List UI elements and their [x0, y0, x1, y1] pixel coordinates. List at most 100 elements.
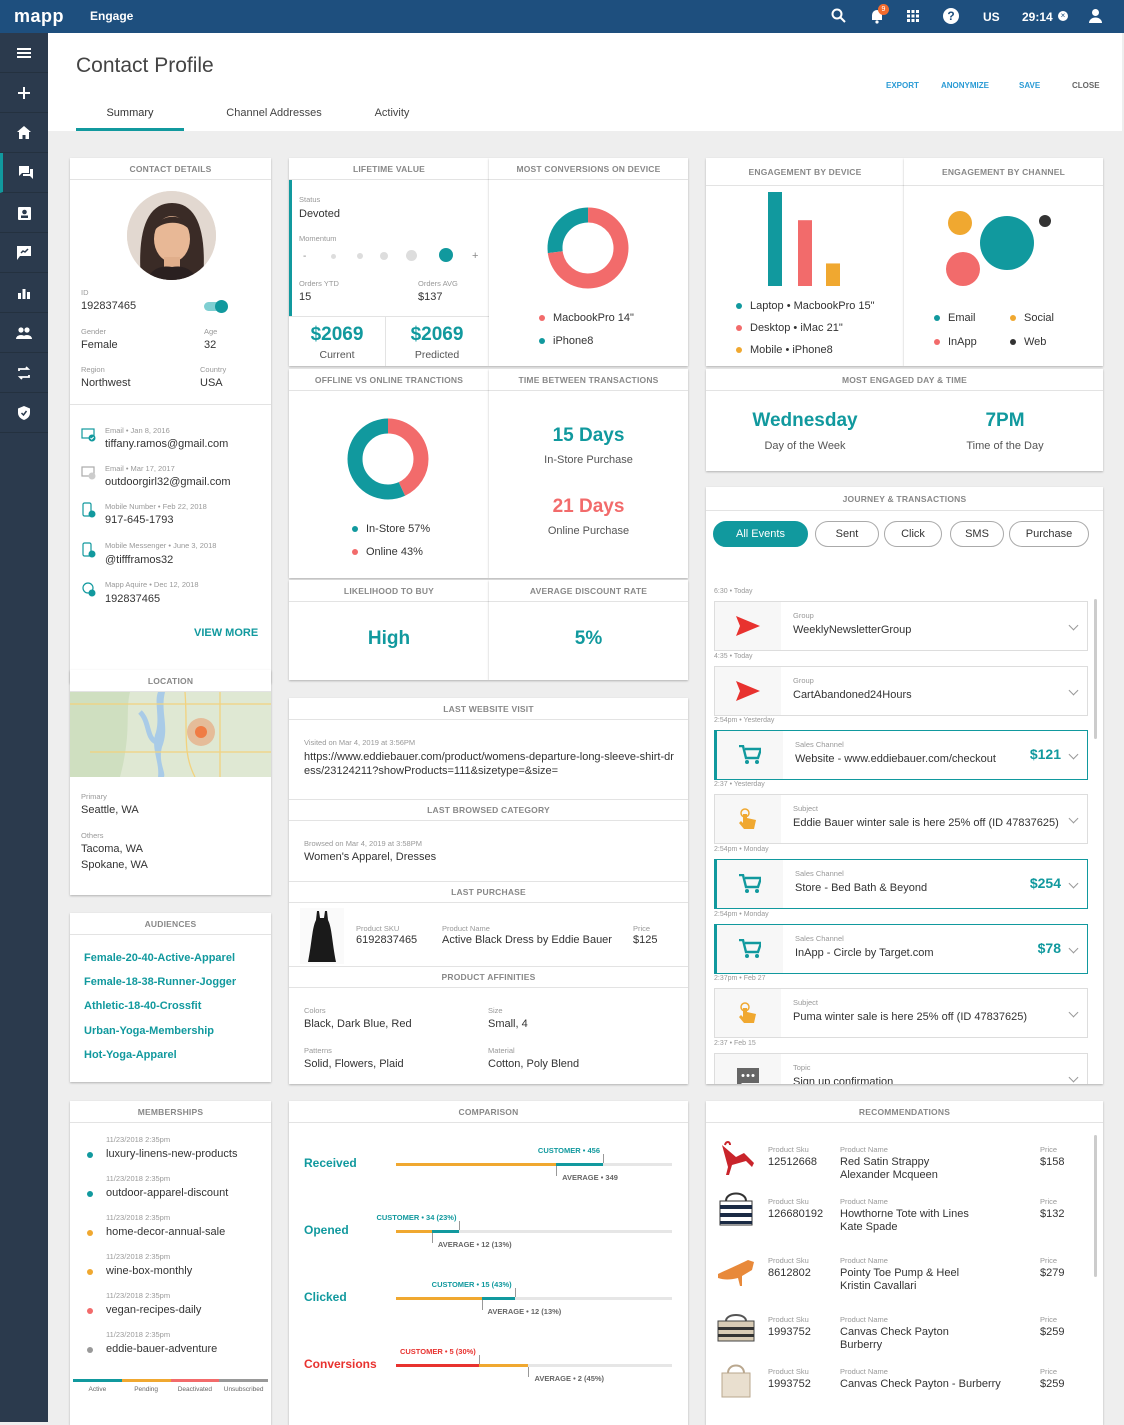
audiences-card: AUDIENCES Female-20-40-Active-Apparel Fe… [70, 913, 271, 1082]
audience-link[interactable]: Athletic-18-40-Crossfit [84, 1000, 202, 1012]
journey-event[interactable]: Topic Sign up confirmation [714, 1053, 1088, 1084]
product-image[interactable] [716, 1307, 756, 1347]
user-icon[interactable] [1088, 8, 1103, 26]
orders-avg-label: Orders AVG [418, 279, 458, 288]
membership-name[interactable]: home-decor-annual-sale [106, 1226, 226, 1238]
engaged-time-label: Time of the Day [966, 440, 1044, 452]
chevron-down-icon[interactable] [1068, 749, 1079, 760]
messages-icon[interactable] [0, 153, 48, 193]
add-icon[interactable] [0, 73, 48, 113]
tab-summary[interactable]: Summary [76, 97, 184, 131]
chevron-down-icon[interactable] [1068, 943, 1079, 954]
product-image[interactable] [716, 1137, 756, 1177]
status-toggle[interactable] [204, 300, 228, 313]
product-sku: 1993752 [768, 1378, 811, 1390]
security-icon[interactable] [0, 393, 48, 433]
filter-click[interactable]: Click [884, 521, 942, 547]
chevron-down-icon[interactable] [1068, 1007, 1079, 1018]
chevron-down-icon[interactable] [1068, 620, 1079, 631]
audience-link[interactable]: Urban-Yoga-Membership [84, 1025, 214, 1037]
journey-event[interactable]: Subject Puma winter sale is here 25% off … [714, 988, 1088, 1038]
comparison-base-bar [396, 1230, 432, 1233]
product-name[interactable]: Red Satin Strappy [840, 1156, 930, 1168]
event-value: Store - Bed Bath & Beyond [795, 882, 928, 894]
analytics-icon[interactable] [0, 273, 48, 313]
export-button[interactable]: EXPORT [886, 81, 919, 90]
product-name[interactable]: Canvas Check Payton [840, 1326, 949, 1338]
membership-name[interactable]: eddie-bauer-adventure [106, 1343, 218, 1355]
product-sku: 8612802 [768, 1267, 811, 1279]
event-amount: $254 [1029, 875, 1061, 891]
product-name[interactable]: Pointy Toe Pump & Heel [840, 1267, 960, 1279]
price-label: Price [1040, 1367, 1058, 1376]
recommendations-card: RECOMMENDATIONS Product Sku 12512668 Produ… [706, 1101, 1103, 1425]
membership-name[interactable]: vegan-recipes-daily [106, 1304, 202, 1316]
close-timer-icon[interactable]: × [1058, 11, 1068, 21]
filter-purchase[interactable]: Purchase [1009, 521, 1089, 547]
journey-event[interactable]: Sales Channel Store - Bed Bath & Beyond $2… [714, 859, 1088, 909]
name-label: Product Name [840, 1256, 888, 1265]
app-name[interactable]: Engage [90, 9, 134, 23]
audience-icon[interactable] [0, 313, 48, 353]
chevron-down-icon[interactable] [1068, 878, 1079, 889]
chevron-down-icon[interactable] [1068, 685, 1079, 696]
view-more-link[interactable]: VIEW MORE [194, 627, 259, 639]
membership-status-dot [87, 1191, 93, 1197]
audience-link[interactable]: Female-18-38-Runner-Jogger [84, 976, 237, 988]
card-title: JOURNEY & TRANSACTIONS [706, 487, 1103, 511]
tab-activity[interactable]: Activity [348, 97, 436, 131]
save-button[interactable]: SAVE [1019, 81, 1041, 90]
journey-event[interactable]: Group CartAbandoned24Hours [714, 666, 1088, 716]
visit-url[interactable]: https://www.eddiebauer.com/product/women… [304, 751, 674, 777]
contacts-icon[interactable] [0, 193, 48, 233]
membership-name[interactable]: wine-box-monthly [106, 1265, 193, 1277]
journey-filters: All Events Sent Click SMS Purchase [706, 521, 1103, 549]
chevron-down-icon[interactable] [1068, 1072, 1079, 1083]
average-tag: AVERAGE • 349 [562, 1173, 618, 1182]
price-label: Price [1040, 1256, 1058, 1265]
region-label: Region [81, 365, 105, 374]
recommendations-scrollbar[interactable] [1094, 1135, 1097, 1277]
chevron-down-icon[interactable] [1068, 813, 1079, 824]
product-name[interactable]: Howthorne Tote with Lines [840, 1208, 969, 1220]
membership-status-dot [87, 1269, 93, 1275]
product-image[interactable] [716, 1359, 756, 1399]
dress-image[interactable] [300, 908, 344, 964]
journey-event[interactable]: Sales Channel InApp - Circle by Target.co… [714, 924, 1088, 974]
anonymize-button[interactable]: ANONYMIZE [941, 81, 989, 90]
filter-sent[interactable]: Sent [815, 521, 879, 547]
membership-name[interactable]: outdoor-apparel-discount [106, 1187, 229, 1199]
product-brand: Kate Spade [840, 1221, 898, 1233]
audience-link[interactable]: Female-20-40-Active-Apparel [84, 952, 236, 964]
apps-grid-icon[interactable] [907, 10, 919, 25]
sku-label: Product SKU [356, 924, 400, 933]
automation-icon[interactable] [0, 353, 48, 393]
home-icon[interactable] [0, 113, 48, 153]
campaign-icon[interactable] [0, 233, 48, 273]
product-image[interactable] [716, 1189, 756, 1229]
search-icon[interactable] [831, 8, 846, 26]
audience-link[interactable]: Hot-Yoga-Apparel [84, 1049, 177, 1061]
filter-sms[interactable]: SMS [950, 521, 1004, 547]
engagement-device-chart [768, 192, 840, 286]
mapp-logo[interactable]: mapp [14, 6, 65, 26]
location-map[interactable] [70, 692, 271, 777]
cart-icon [717, 860, 783, 908]
event-value: WeeklyNewsletterGroup [793, 624, 912, 636]
help-icon[interactable]: ? [943, 8, 959, 24]
region-label[interactable]: US [983, 10, 1000, 24]
tab-channel-addresses[interactable]: Channel Addresses [208, 97, 340, 131]
journey-event[interactable]: Sales Channel Website - www.eddiebauer.co… [714, 730, 1088, 780]
filter-all-events[interactable]: All Events [713, 521, 808, 547]
product-name[interactable]: Canvas Check Payton - Burberry [840, 1378, 1001, 1390]
product-image[interactable] [716, 1248, 756, 1288]
close-button[interactable]: CLOSE [1072, 81, 1100, 90]
event-value: CartAbandoned24Hours [793, 689, 912, 701]
legend-label: Mobile • iPhone8 [750, 344, 833, 356]
membership-name[interactable]: luxury-linens-new-products [106, 1148, 238, 1160]
journey-event[interactable]: Subject Eddie Bauer winter sale is here 2… [714, 794, 1088, 844]
menu-icon[interactable] [0, 33, 48, 73]
journey-event[interactable]: Group WeeklyNewsletterGroup [714, 601, 1088, 651]
journey-scrollbar[interactable] [1094, 599, 1097, 739]
event-value: InApp - Circle by Target.com [795, 947, 934, 959]
